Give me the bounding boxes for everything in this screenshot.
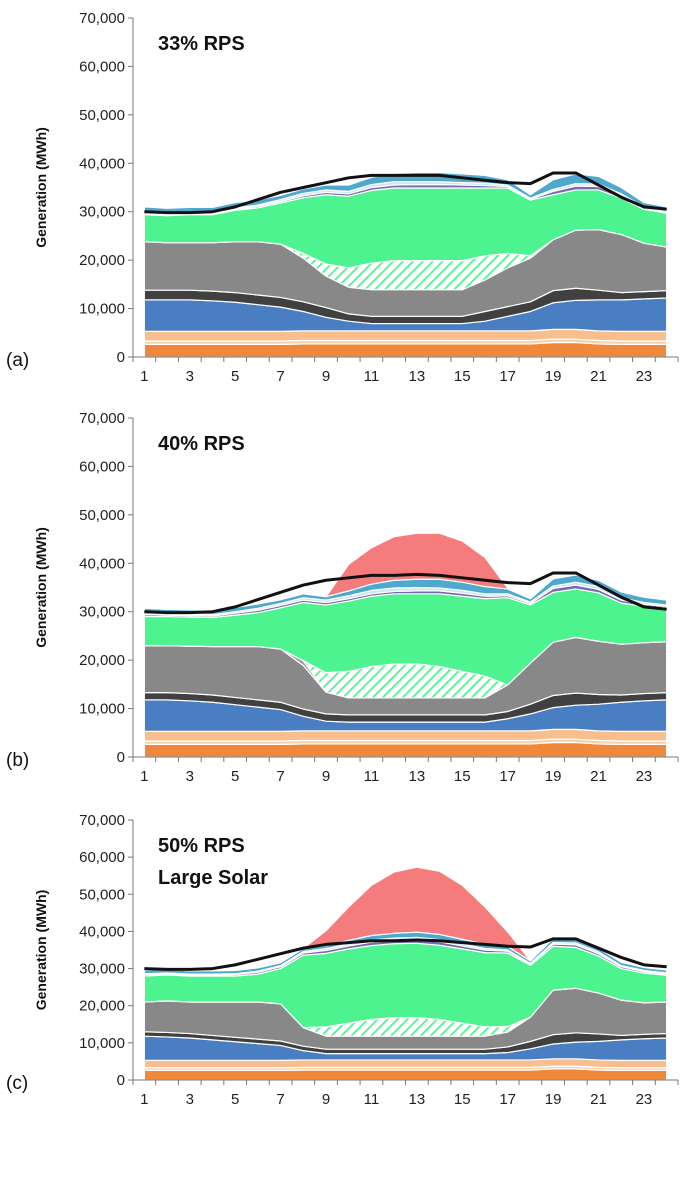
x-tick-label: 9 (322, 1091, 330, 1108)
chart-panel-b: 0 10,000 20,000 30,000 40,000 50,000 60,000 70,… (6, 410, 679, 785)
x-tick-label: 7 (276, 768, 284, 785)
y-tick-label: 20,000 (79, 998, 125, 1015)
load-line (144, 171, 667, 215)
x-tick-label: 1 (140, 368, 148, 385)
y-axis-title: Generation (MWh) (33, 890, 49, 1011)
y-tick-label: 40,000 (79, 155, 125, 172)
y-tick-label: 70,000 (79, 410, 125, 427)
panel-title: 33% RPS (158, 33, 245, 55)
panel-label: (b) (6, 750, 29, 771)
y-tick-label: 0 (117, 749, 125, 766)
panel-title: 40% RPS (158, 433, 245, 455)
y-tick-label: 70,000 (79, 10, 125, 27)
x-tick-label: 9 (322, 768, 330, 785)
x-tick-label: 11 (364, 768, 380, 785)
panel-label: (a) (6, 350, 29, 371)
x-tick-label: 23 (636, 768, 653, 785)
y-tick-label: 50,000 (79, 507, 125, 524)
x-tick-label: 23 (636, 368, 653, 385)
x-tick-label: 13 (409, 1091, 426, 1108)
y-tick-label: 0 (117, 1072, 125, 1089)
x-tick-label: 15 (454, 1091, 471, 1108)
y-tick-label: 40,000 (79, 555, 125, 572)
x-tick-label: 17 (499, 768, 516, 785)
y-tick-label: 30,000 (79, 604, 125, 621)
load-line (144, 571, 667, 615)
y-tick-label: 60,000 (79, 849, 125, 866)
x-tick-label: 21 (590, 768, 607, 785)
panel-title: 50% RPS (158, 835, 245, 857)
y-tick-label: 10,000 (79, 1035, 125, 1052)
chart-panel-c: 0 10,000 20,000 30,000 40,000 50,000 60,000 70,… (6, 812, 679, 1108)
x-tick-label: 15 (454, 768, 471, 785)
x-tick-label: 21 (590, 1091, 607, 1108)
chart-panel-a: 0 10,000 20,000 30,000 40,000 50,000 60,000 70,… (6, 10, 679, 385)
x-tick-label: 15 (454, 368, 471, 385)
y-axis-title: Generation (MWh) (33, 127, 49, 248)
x-tick-label: 3 (186, 768, 194, 785)
x-tick-label: 23 (636, 1091, 653, 1108)
x-tick-label: 17 (499, 368, 516, 385)
y-tick-label: 60,000 (79, 458, 125, 475)
x-tick-label: 11 (364, 1091, 380, 1108)
x-tick-label: 13 (409, 768, 426, 785)
area-series-13 (143, 532, 668, 611)
x-tick-label: 19 (545, 1091, 562, 1108)
x-tick-label: 7 (276, 368, 284, 385)
panel-label: (c) (6, 1073, 28, 1094)
load-line (144, 937, 667, 971)
panel-title: Large Solar (158, 867, 268, 889)
x-tick-label: 19 (545, 768, 562, 785)
y-tick-label: 10,000 (79, 701, 125, 718)
area-series-11 (143, 171, 668, 215)
y-tick-label: 20,000 (79, 252, 125, 269)
y-tick-label: 30,000 (79, 961, 125, 978)
x-tick-label: 3 (186, 1091, 194, 1108)
y-tick-label: 60,000 (79, 58, 125, 75)
x-tick-label: 7 (276, 1091, 284, 1108)
x-tick-label: 1 (140, 768, 148, 785)
y-tick-label: 0 (117, 349, 125, 366)
x-tick-label: 9 (322, 368, 330, 385)
x-tick-label: 5 (231, 768, 239, 785)
y-tick-label: 70,000 (79, 812, 125, 829)
x-tick-label: 1 (140, 1091, 148, 1108)
x-tick-label: 11 (364, 368, 380, 385)
y-tick-label: 10,000 (79, 301, 125, 318)
x-tick-label: 21 (590, 368, 607, 385)
x-tick-label: 5 (231, 1091, 239, 1108)
y-axis-title: Generation (MWh) (33, 527, 49, 648)
y-tick-label: 20,000 (79, 652, 125, 669)
y-tick-label: 50,000 (79, 886, 125, 903)
x-tick-label: 19 (545, 368, 562, 385)
x-tick-label: 13 (409, 368, 426, 385)
x-tick-label: 5 (231, 368, 239, 385)
x-tick-label: 3 (186, 368, 194, 385)
x-tick-label: 17 (499, 1091, 516, 1108)
y-tick-label: 50,000 (79, 107, 125, 124)
y-tick-label: 40,000 (79, 923, 125, 940)
y-tick-label: 30,000 (79, 204, 125, 221)
